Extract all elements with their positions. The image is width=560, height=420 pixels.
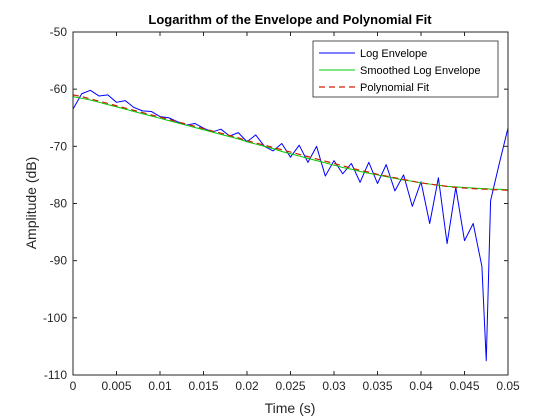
legend-label-1: Log Envelope [360, 48, 427, 60]
y-tick-label: -100 [43, 311, 67, 325]
x-tick-label: 0.015 [188, 379, 218, 393]
x-tick-label: 0.01 [148, 379, 172, 393]
y-tick-label: -70 [50, 139, 68, 153]
legend-label-2: Smoothed Log Envelope [360, 65, 480, 77]
series-layer [72, 89, 509, 362]
x-tick-label: 0.025 [275, 379, 305, 393]
legend-label-3: Polynomial Fit [360, 82, 429, 94]
chart-title: Logarithm of the Envelope and Polynomial… [148, 12, 432, 27]
x-tick-label: 0.005 [101, 379, 131, 393]
series-line-3 [72, 94, 509, 191]
y-tick-label: -50 [50, 25, 68, 39]
x-tick-label: 0.04 [409, 379, 433, 393]
y-tick-label: -90 [50, 254, 68, 268]
x-axis-label: Time (s) [265, 400, 316, 416]
x-tick-label: 0.05 [496, 379, 520, 393]
x-tick-label: 0.045 [449, 379, 479, 393]
legend: Log Envelope Smoothed Log Envelope Polynom… [312, 40, 499, 98]
y-tick-label: -110 [44, 368, 67, 382]
y-tick-label: -60 [50, 82, 68, 96]
x-tick-label: 0.03 [322, 379, 346, 393]
y-axis-label: Amplitude (dB) [23, 157, 39, 250]
x-tick-label: 0 [70, 379, 77, 393]
ticks-layer: 0 0.005 0.01 0.015 0.02 0.025 0.03 0.035 0.04 0.0… [43, 25, 520, 393]
x-tick-label: 0.02 [235, 379, 259, 393]
y-tick-label: -80 [50, 197, 68, 211]
legend-box [312, 40, 499, 98]
x-tick-label: 0.035 [362, 379, 392, 393]
series-line-1 [72, 89, 509, 362]
legend-items: Log Envelope Smoothed Log Envelope Polynom… [319, 48, 480, 94]
